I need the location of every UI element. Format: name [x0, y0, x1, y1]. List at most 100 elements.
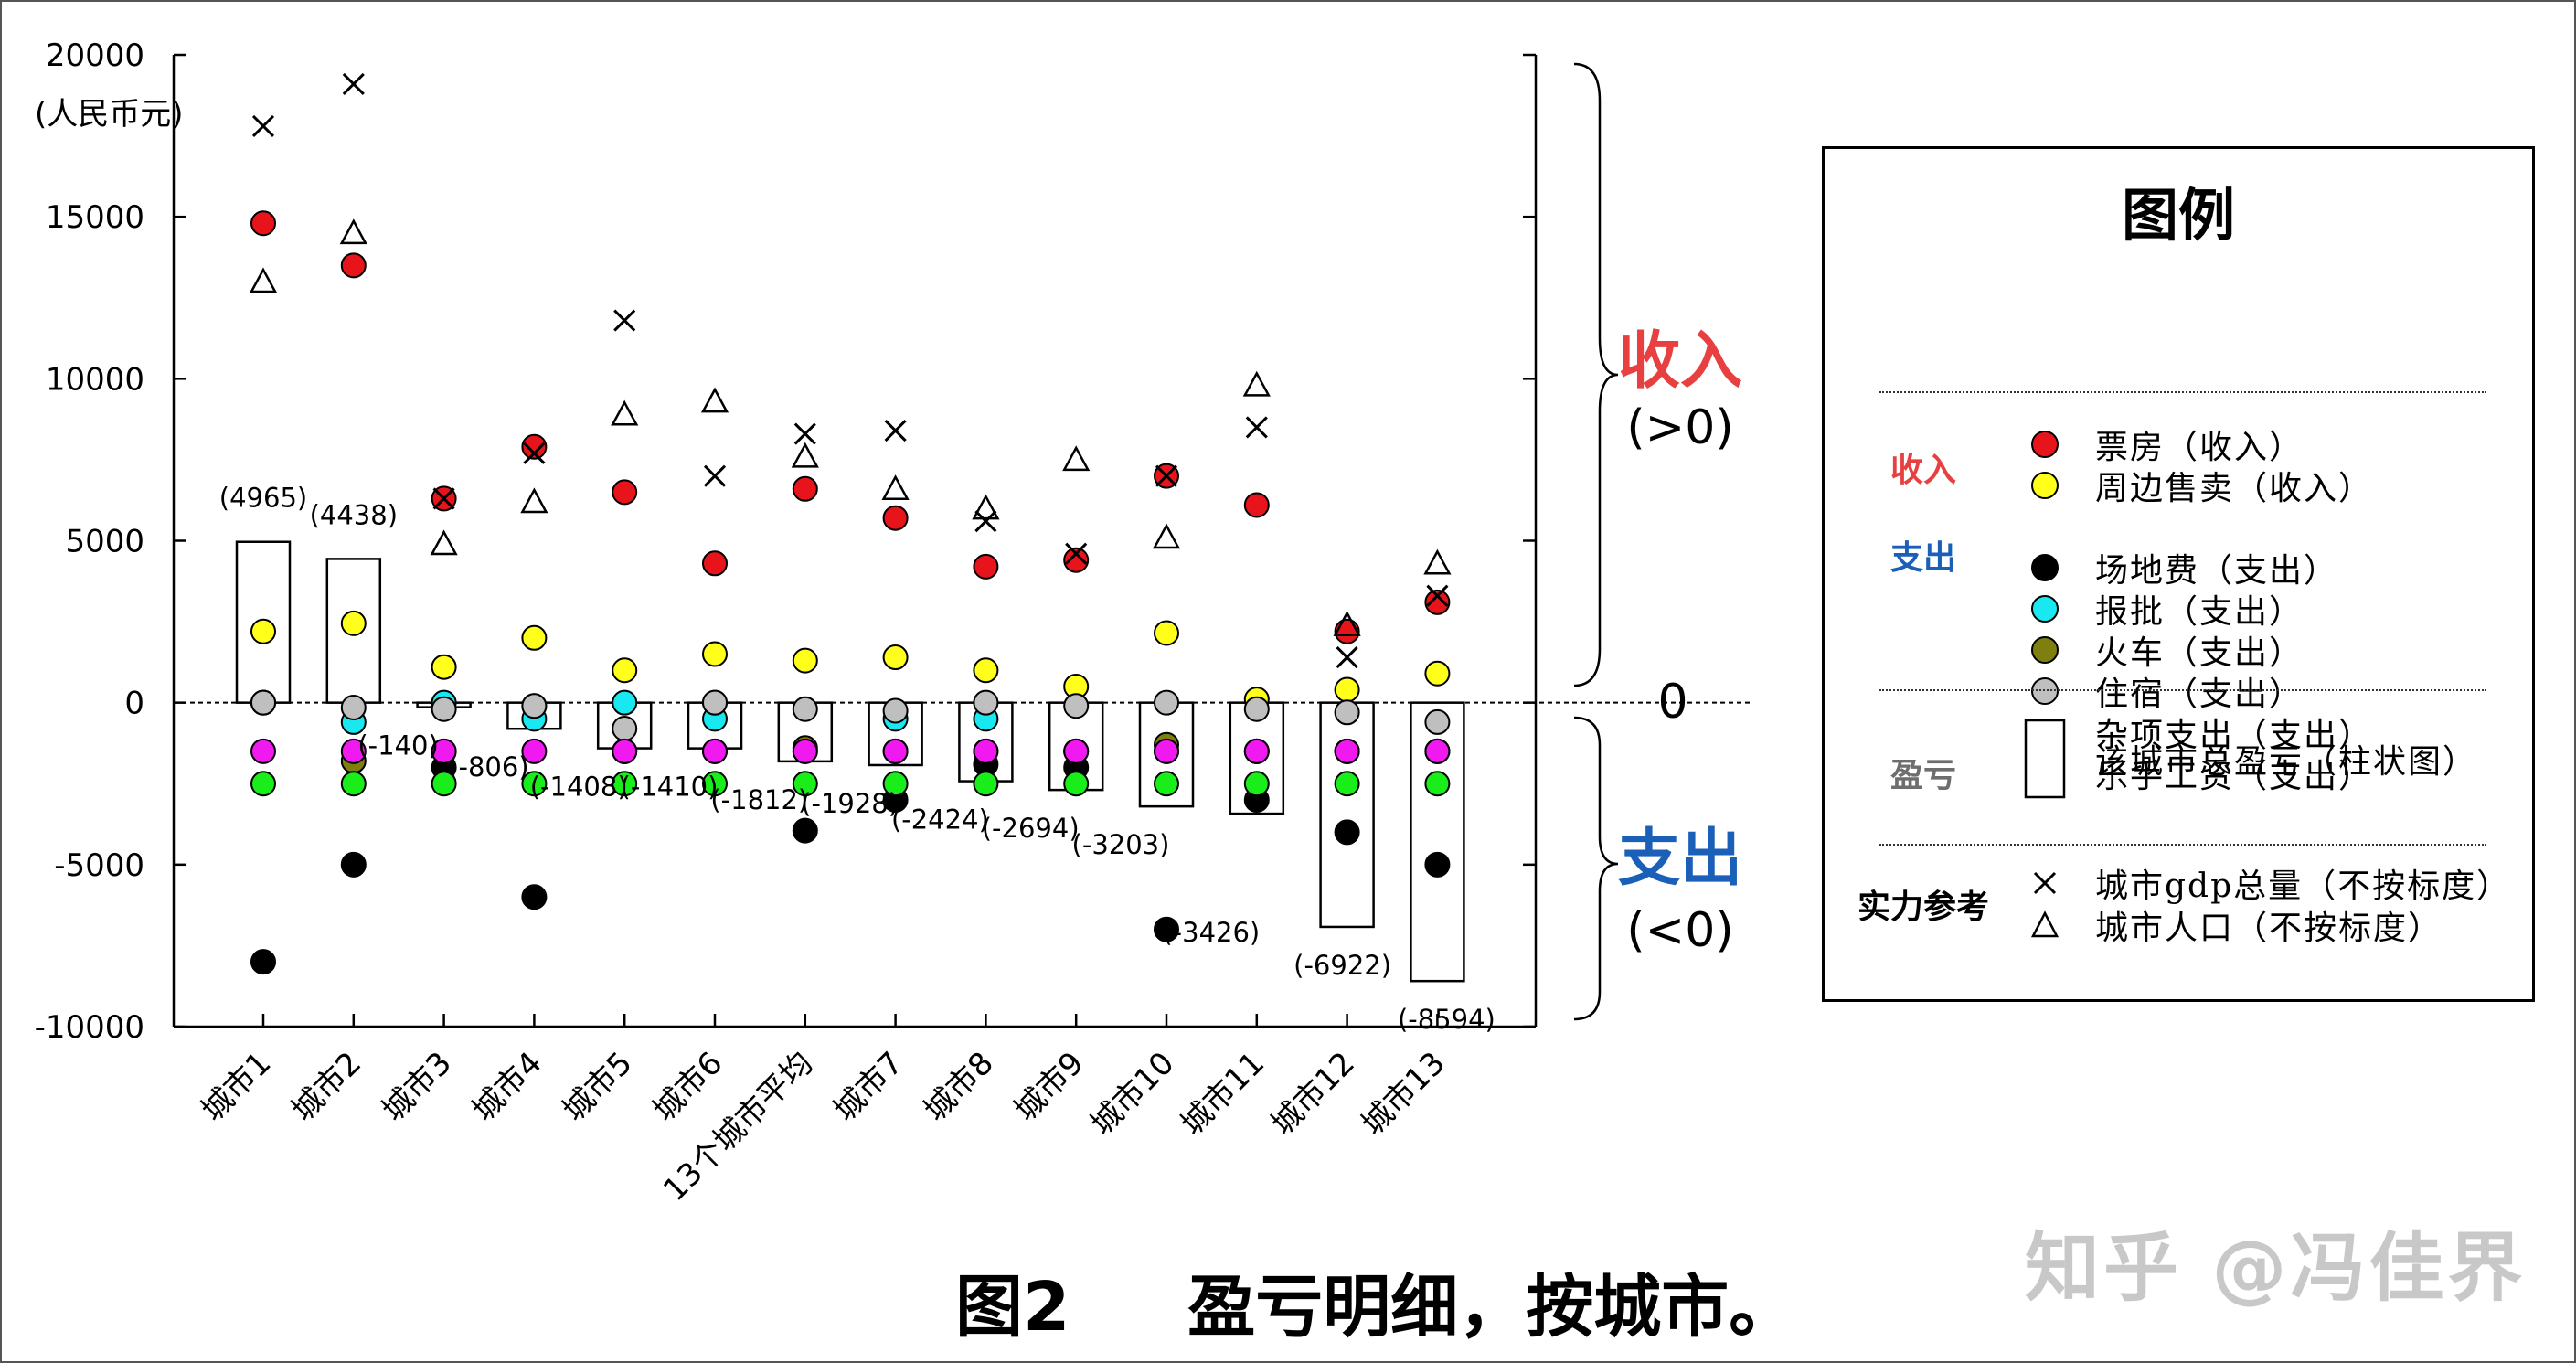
- legend-label: 周边售卖（收入）: [2095, 470, 2374, 507]
- population-point: [881, 474, 910, 501]
- category-label: 城市6: [646, 1045, 730, 1129]
- bar-value-label: (-140): [357, 730, 438, 761]
- data-point: [973, 657, 999, 684]
- income-sub-label: (>0): [1626, 400, 1733, 455]
- data-point: [431, 771, 457, 797]
- income-label: 收入: [1618, 325, 1742, 398]
- gdp-point: [523, 442, 546, 464]
- gdp-point: [1245, 416, 1268, 439]
- data-point: [250, 618, 276, 644]
- legend-divider: [1879, 689, 2486, 691]
- legend-group-expense: 支出: [1889, 539, 1956, 577]
- gdp-point: [1336, 645, 1358, 669]
- gdp-point: [1426, 584, 1449, 607]
- y-tick-label: 10000: [46, 361, 144, 398]
- population-point: [249, 267, 278, 293]
- bar-value-label: (4438): [310, 499, 398, 530]
- data-point: [340, 694, 367, 720]
- category-label: 城市4: [465, 1045, 549, 1129]
- bar-value-label: (-1928): [801, 788, 899, 819]
- gdp-point: [342, 72, 365, 95]
- legend-title: 图例: [2121, 182, 2235, 249]
- legend-group-strength: 实力参考: [1857, 889, 1989, 926]
- data-point: [612, 657, 638, 684]
- data-point: [1334, 618, 1360, 644]
- data-point: [431, 654, 457, 680]
- olive-circle-icon: [2024, 629, 2066, 671]
- data-point: [1334, 676, 1360, 703]
- data-point: [1424, 589, 1451, 615]
- data-point: [340, 851, 367, 878]
- population-point: [1152, 523, 1181, 549]
- population-point: [791, 442, 819, 468]
- red-circle-icon: [2024, 423, 2066, 465]
- data-point: [882, 738, 909, 764]
- data-point: [1424, 771, 1451, 797]
- y-tick-label: 20000: [46, 37, 144, 74]
- category-label: 城市8: [917, 1045, 1001, 1129]
- data-point: [250, 689, 276, 716]
- category-label: 城市11: [1174, 1045, 1272, 1143]
- bar-value-label: (4965): [219, 483, 307, 514]
- data-point: [250, 738, 276, 764]
- category-label: 城市12: [1264, 1045, 1362, 1143]
- gdp-point: [1155, 464, 1178, 487]
- data-point: [1154, 620, 1179, 646]
- data-point: [521, 771, 548, 797]
- data-point: [792, 647, 818, 674]
- data-point: [612, 738, 638, 764]
- data-point: [702, 689, 728, 716]
- data-point: [792, 771, 818, 797]
- legend-item-permit: 报批（支出）: [2024, 588, 2304, 631]
- triangle-icon: [2024, 904, 2066, 946]
- legend-item-gdp: 城市gdp总量（不按标度）: [2024, 862, 2512, 905]
- data-point: [882, 697, 909, 724]
- legend-label: 城市gdp总量（不按标度）: [2095, 868, 2512, 905]
- data-point: [1063, 693, 1090, 719]
- data-point: [702, 771, 728, 797]
- legend-label: 杂项支出（支出）: [2095, 717, 2374, 754]
- y-tick-label: 0: [124, 686, 144, 722]
- legend-group-income: 收入: [1889, 452, 1956, 489]
- data-point: [1334, 738, 1360, 764]
- data-point: [1063, 771, 1090, 797]
- population-point: [430, 529, 458, 556]
- y-tick-label: -10000: [35, 1009, 144, 1046]
- legend-divider: [1879, 391, 2486, 393]
- data-point: [1424, 851, 1451, 878]
- gdp-point: [432, 487, 455, 510]
- population-point: [1423, 548, 1452, 575]
- data-point: [250, 210, 276, 237]
- data-point: [1243, 771, 1270, 797]
- data-point: [1243, 738, 1270, 764]
- population-point: [611, 399, 639, 426]
- data-point: [1154, 916, 1179, 942]
- data-point: [612, 771, 638, 797]
- bar-value-label: (-806): [448, 751, 528, 783]
- legend-label: 城市人口（不按标度）: [2095, 910, 2443, 947]
- data-point: [521, 433, 548, 460]
- data-point: [1334, 699, 1360, 726]
- category-label: 城市2: [284, 1045, 368, 1129]
- data-point: [1424, 738, 1451, 764]
- gdp-point: [793, 422, 816, 445]
- yellow-circle-icon: [2024, 464, 2066, 506]
- expense-sub-label: (<0): [1626, 903, 1733, 958]
- category-label: 城市5: [556, 1045, 640, 1129]
- gdp-point: [974, 510, 997, 533]
- data-point: [1154, 689, 1179, 716]
- legend-item-total: 该城市总盈亏（柱状图）: [2024, 719, 2477, 799]
- expense-brace: [1573, 716, 1619, 1021]
- data-point: [340, 738, 367, 764]
- data-point: [1334, 771, 1360, 797]
- data-point: [612, 716, 638, 742]
- gray-circle-icon: [2024, 670, 2066, 712]
- bar-value-label: (-3203): [1072, 829, 1170, 860]
- category-label: 城市1: [195, 1045, 279, 1129]
- category-label: 城市7: [826, 1045, 910, 1129]
- legend-item-population: 城市人口（不按标度）: [2024, 904, 2443, 947]
- cyan-circle-icon: [2024, 588, 2066, 630]
- black-circle-icon: [2024, 547, 2066, 589]
- data-point: [250, 949, 276, 975]
